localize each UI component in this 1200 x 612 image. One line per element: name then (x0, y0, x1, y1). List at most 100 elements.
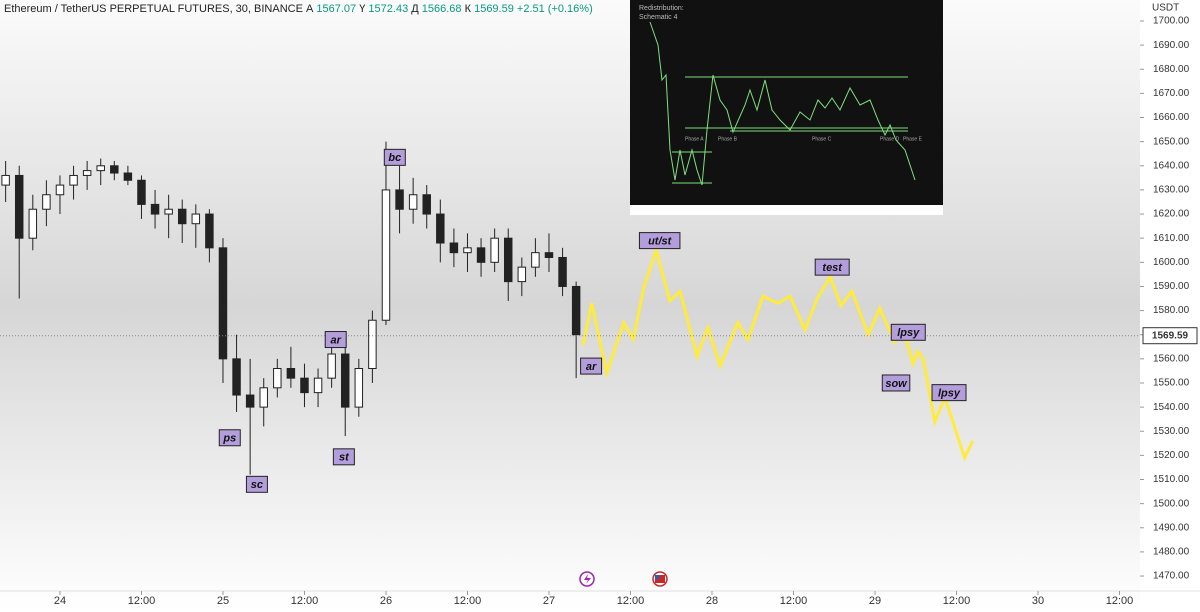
inset-title: Schematic 4 (639, 14, 678, 21)
y-tick-label: 1700.00 (1153, 16, 1190, 27)
ohlc-label: К (465, 3, 472, 15)
annotation-label: ar (331, 334, 342, 346)
candle-body (28, 208, 38, 239)
y-tick-label: 1520.00 (1153, 450, 1190, 461)
annotation-box (580, 357, 603, 375)
candle-body (463, 247, 472, 254)
currency-label: USDT (1152, 3, 1179, 14)
x-tick-label: 12:00 (943, 595, 971, 607)
annotation-label: sc (251, 479, 263, 491)
candle-body (531, 252, 540, 268)
annotation-box (814, 258, 850, 276)
y-tick-label: 1500.00 (1153, 498, 1190, 509)
annotation-label: bc (388, 152, 401, 164)
annotation-box (638, 232, 681, 250)
candle-body (69, 174, 78, 186)
ohlc-value: 1569.59 (474, 3, 514, 15)
y-tick-label: 1550.00 (1153, 378, 1190, 389)
candle-body (327, 353, 336, 379)
y-tick-label: 1640.00 (1153, 160, 1190, 171)
header-text: Ethereum / TetherUS PERPETUAL FUTURES, 3… (4, 3, 593, 15)
annotation: ut/st (638, 232, 681, 250)
y-tick-label: 1540.00 (1153, 402, 1190, 413)
candle-body (571, 285, 581, 336)
y-tick-label: 1690.00 (1153, 40, 1190, 51)
inset-title: Redistribution: (639, 5, 684, 12)
x-tick-label: 30 (1032, 595, 1044, 607)
candle-body (354, 368, 364, 408)
x-tick-label: 12:00 (291, 595, 319, 607)
candle-body (503, 237, 513, 283)
ohlc-value: 1572.43 (368, 3, 408, 15)
x-tick-label: 28 (706, 595, 718, 607)
annotation-label: sow (885, 378, 908, 390)
annotation: sow (881, 374, 911, 392)
price-axis-background (1140, 0, 1200, 612)
x-tick-label: 12:00 (128, 595, 156, 607)
annotation-box (218, 429, 241, 447)
y-tick-label: 1650.00 (1153, 136, 1190, 147)
x-tick-label: 26 (380, 595, 392, 607)
candle-body (449, 242, 459, 254)
y-tick-label: 1620.00 (1153, 209, 1190, 220)
projection-line (581, 245, 975, 462)
candle-body (340, 353, 350, 408)
candle-body (422, 194, 431, 215)
inset-phase: Phase B (718, 136, 738, 142)
annotation: lpsy (890, 323, 926, 341)
candle-body (300, 377, 309, 394)
candle-body (558, 256, 567, 287)
y-tick-label: 1590.00 (1153, 281, 1190, 292)
candle-body (123, 172, 133, 181)
y-tick-label: 1660.00 (1153, 112, 1190, 123)
annotation-box (324, 331, 347, 349)
y-tick-label: 1600.00 (1153, 257, 1190, 268)
inset-phase: Phase A (685, 136, 704, 142)
last-price-box (1142, 327, 1198, 345)
last-price-label: 1569.59 (1152, 330, 1189, 341)
annotation-label: lpsy (897, 327, 920, 339)
annotation-box (383, 148, 406, 166)
ohlc-value: 1567.07 (316, 3, 356, 15)
candle-body (110, 165, 119, 174)
event-icons (579, 571, 668, 587)
annotation-label: lpsy (938, 388, 961, 400)
y-tick-label: 1630.00 (1153, 185, 1190, 196)
annotation-label: test (822, 262, 843, 274)
candle-body (408, 194, 418, 210)
candle-body (245, 394, 255, 408)
candle-body (1, 174, 10, 186)
x-tick-label: 25 (217, 595, 229, 607)
candle-body (96, 165, 105, 172)
event-icon-glyph (655, 575, 665, 583)
candle-body (218, 247, 228, 360)
annotation: ar (580, 357, 603, 375)
candle-body (55, 184, 65, 196)
annotation: ar (324, 331, 347, 349)
inset-background (630, 0, 943, 205)
annotation-box (890, 323, 926, 341)
candle-body (232, 358, 241, 396)
candle-body (368, 319, 377, 370)
change: +2.51 (+0.16%) (517, 3, 593, 15)
annotation-label: ut/st (648, 236, 673, 248)
y-tick-label: 1610.00 (1153, 233, 1190, 244)
annotation: ps (218, 429, 241, 447)
candle-body (395, 189, 404, 210)
annotation: sc (245, 475, 268, 493)
candle-body (476, 247, 486, 263)
candle-body (42, 194, 51, 210)
x-tick-label: 29 (869, 595, 881, 607)
inset-phase: Phase E (903, 136, 923, 142)
candle-body (137, 179, 146, 205)
x-tick-label: 12:00 (1106, 595, 1134, 607)
candle-body (150, 203, 160, 215)
annotation: lpsy (931, 384, 967, 402)
inset-image: Redistribution: Schematic 4 Phase A Phas… (630, 0, 943, 215)
y-tick-label: 1560.00 (1153, 353, 1190, 364)
y-tick-label: 1510.00 (1153, 474, 1190, 485)
inset-lines (649, 21, 916, 186)
y-tick-label: 1580.00 (1153, 305, 1190, 316)
